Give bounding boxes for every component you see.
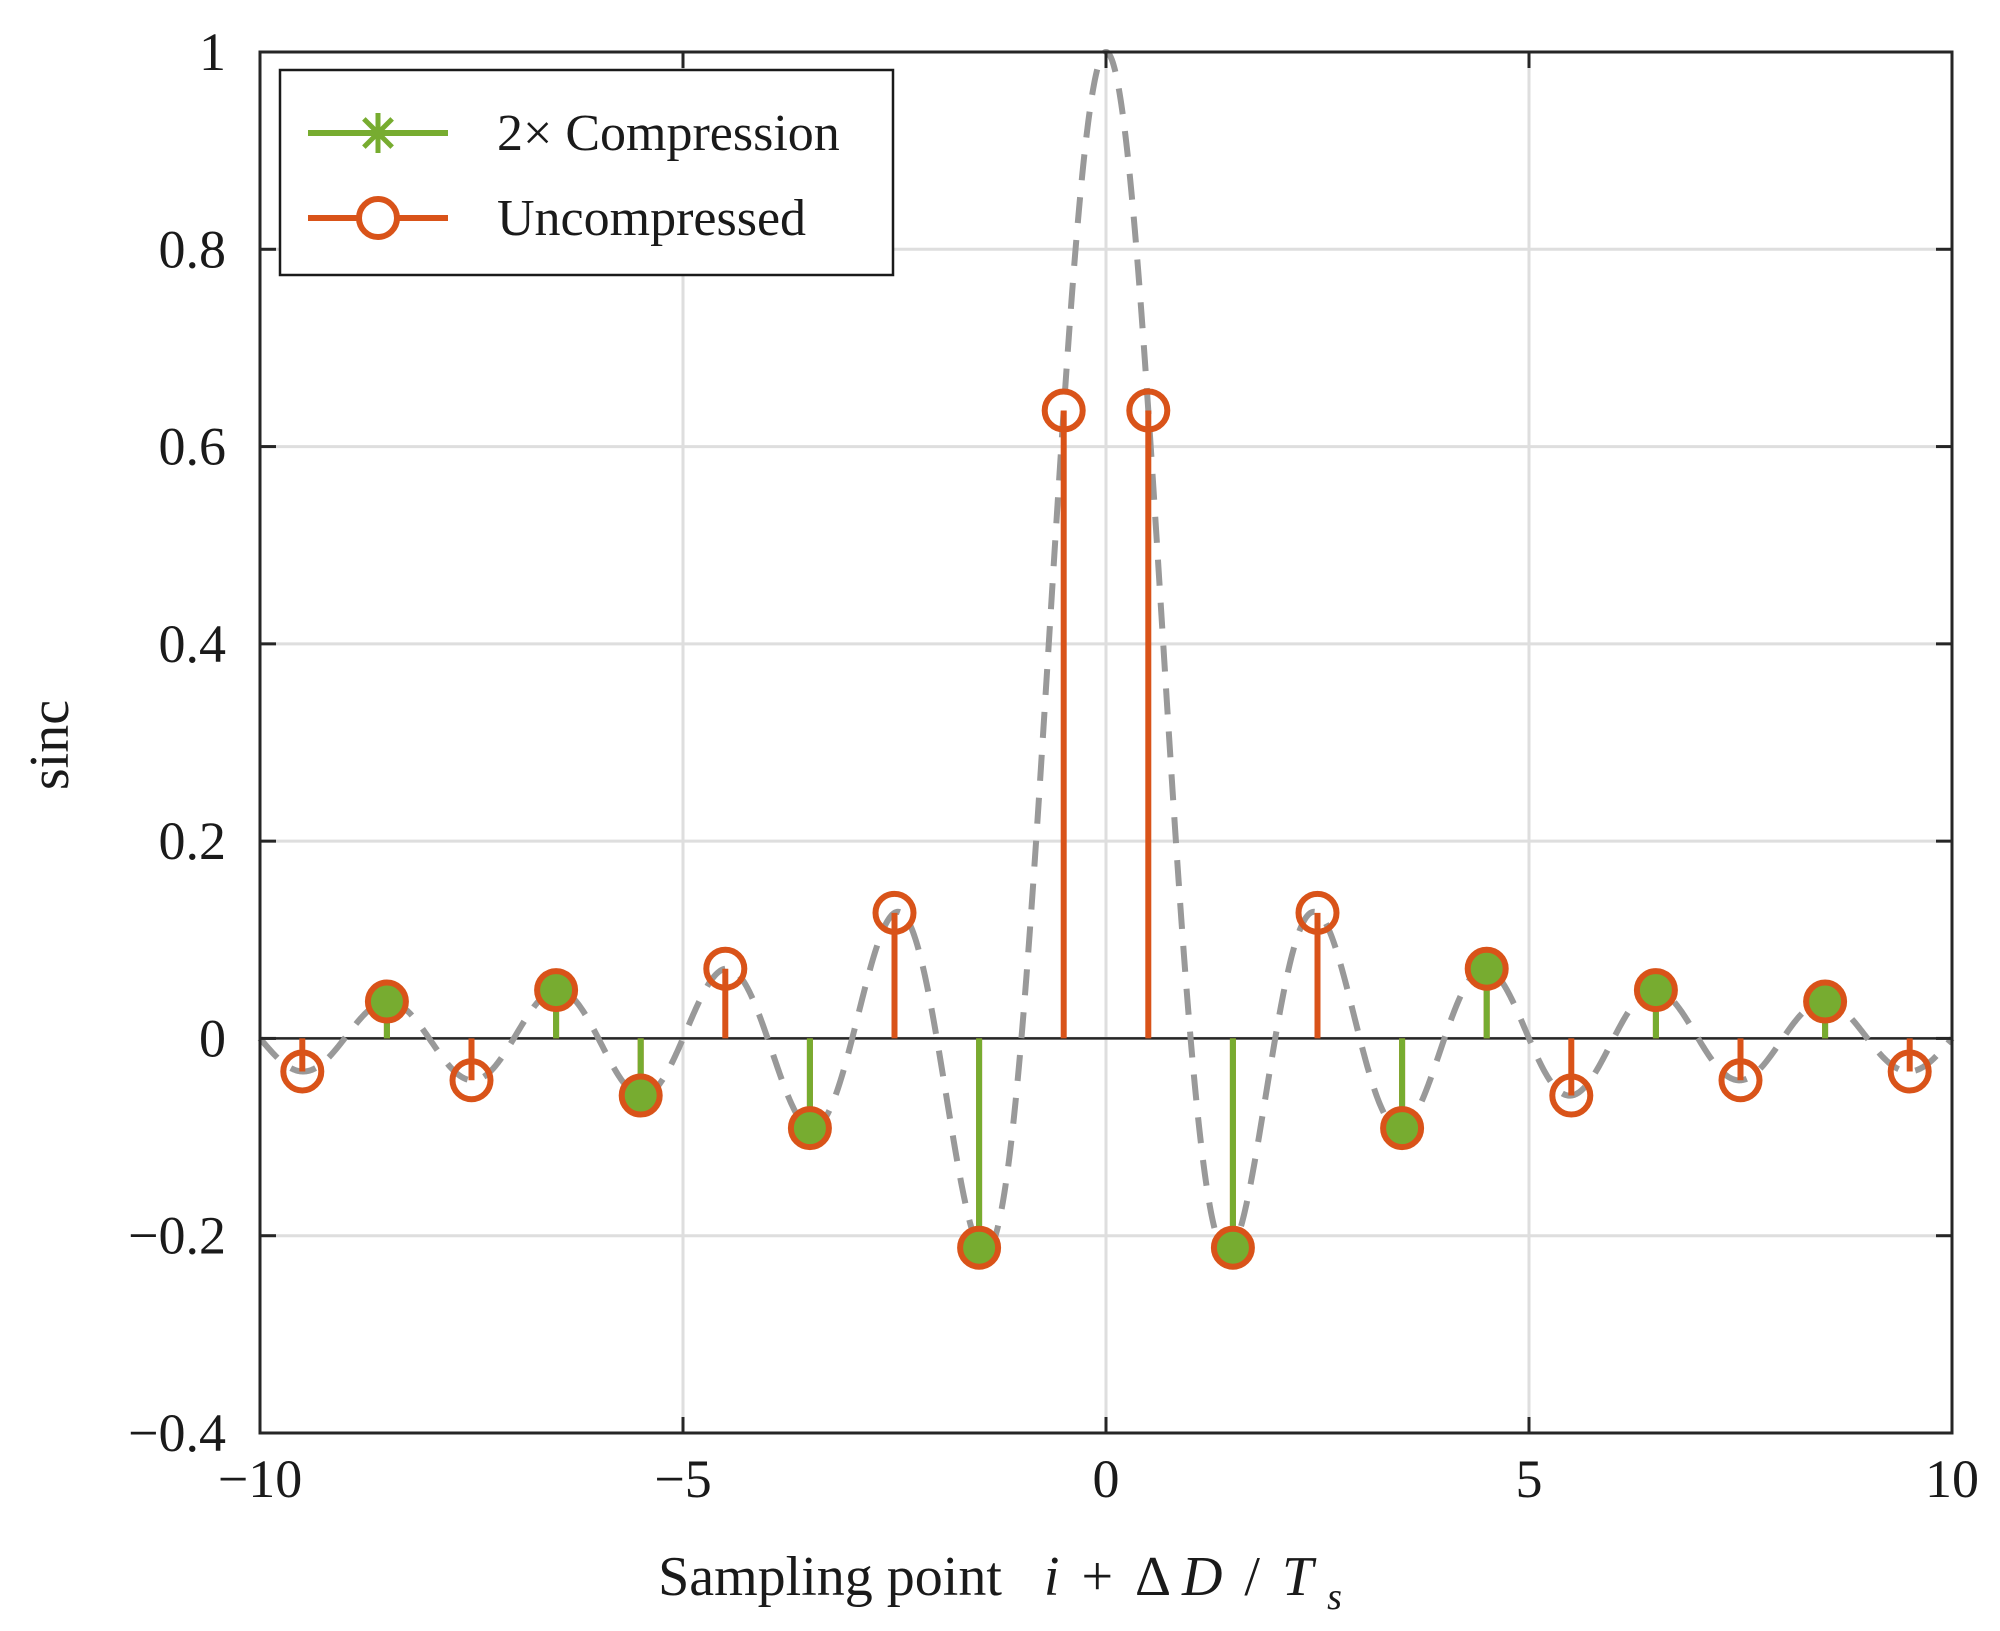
y-tick-label-2: 0: [199, 1008, 226, 1068]
legend-label-uncompressed: Uncompressed: [497, 190, 806, 247]
marker-compression-9: [1806, 982, 1845, 1021]
marker-uncompressed-12: [1295, 890, 1340, 935]
y-tick-label-7: 1: [199, 22, 226, 82]
y-tick-label-5: 0.6: [159, 417, 227, 477]
x-axis-title-prefix: Sampling point: [658, 1546, 1002, 1608]
marker-uncompressed-13: [1380, 1106, 1425, 1151]
marker-uncompressed-19: [1887, 1049, 1932, 1094]
marker-uncompressed-3: [534, 968, 579, 1013]
marker-uncompressed-2: [449, 1058, 494, 1103]
marker-uncompressed-15: [1549, 1073, 1594, 1118]
marker-uncompressed-18: [1803, 979, 1848, 1024]
marker-uncompressed-9: [1041, 388, 1086, 433]
legend-entry-compression: 2× Compression: [308, 105, 840, 162]
x-axis-math-T: T: [1282, 1546, 1317, 1608]
x-tick-label-2: 0: [1093, 1449, 1120, 1509]
legend-box: [278, 68, 895, 277]
marker-compression-6: [1383, 1109, 1422, 1148]
marker-uncompressed-5: [703, 946, 748, 991]
legend-label-compression: 2× Compression: [497, 105, 840, 162]
x-axis-math-slash: /: [1244, 1546, 1260, 1608]
marker-compression-3: [790, 1109, 829, 1148]
tick-labels: −10 −5 0 5 10 −0.4 −0.2 0 0.2 0.4 0.6 0.8 1: [128, 22, 1979, 1509]
stems: [299, 410, 1913, 1248]
marker-uncompressed-6: [787, 1106, 832, 1151]
marker-uncompressed-17: [1718, 1058, 1763, 1103]
legend: 2× Compression Uncompressed: [278, 68, 895, 277]
marker-uncompressed-8: [957, 1225, 1002, 1270]
marker-uncompressed-14: [1464, 946, 1509, 991]
marker-compression-4: [960, 1228, 999, 1267]
marker-uncompressed-4: [618, 1073, 663, 1118]
x-axis-title: Sampling point i + Δ D / T s: [658, 1546, 1342, 1618]
marker-compression-1: [537, 971, 576, 1010]
marker-uncompressed-11: [1210, 1225, 1255, 1270]
asterisk-marker-icon: [358, 113, 398, 153]
markers: [280, 388, 1932, 1270]
x-tick-label-3: 5: [1516, 1449, 1543, 1509]
asterisk-stroke-3: [362, 117, 394, 149]
x-axis-math-delta: Δ: [1135, 1546, 1169, 1608]
y-axis-title: sinc: [19, 700, 81, 790]
marker-uncompressed-10: [1126, 388, 1171, 433]
legend-entry-uncompressed: Uncompressed: [308, 190, 806, 247]
y-tick-label-6: 0.8: [159, 219, 227, 279]
marker-uncompressed-7: [872, 890, 917, 935]
marker-uncompressed-1: [364, 979, 409, 1024]
x-tick-label-4: 10: [1925, 1449, 1979, 1509]
marker-compression-0: [367, 982, 406, 1021]
x-axis-math-D: D: [1181, 1546, 1222, 1608]
x-axis-math-plus: +: [1081, 1546, 1113, 1608]
x-tick-label-0: −10: [218, 1449, 302, 1509]
marker-compression-8: [1636, 971, 1675, 1010]
x-axis-math-i: i: [1044, 1546, 1060, 1608]
x-axis-math-sub: s: [1327, 1576, 1342, 1618]
marker-compression-7: [1467, 949, 1506, 988]
y-tick-label-0: −0.4: [128, 1403, 226, 1463]
marker-uncompressed-0: [280, 1049, 325, 1094]
y-tick-label-3: 0.2: [159, 811, 227, 871]
marker-compression-5: [1213, 1228, 1252, 1267]
marker-uncompressed-16: [1633, 968, 1678, 1013]
y-tick-label-4: 0.4: [159, 614, 227, 674]
marker-compression-2: [621, 1076, 660, 1115]
y-tick-label-1: −0.2: [128, 1206, 226, 1266]
axes: [258, 50, 1954, 1435]
x-tick-label-1: −5: [654, 1449, 711, 1509]
circle-marker-icon: [356, 196, 400, 240]
